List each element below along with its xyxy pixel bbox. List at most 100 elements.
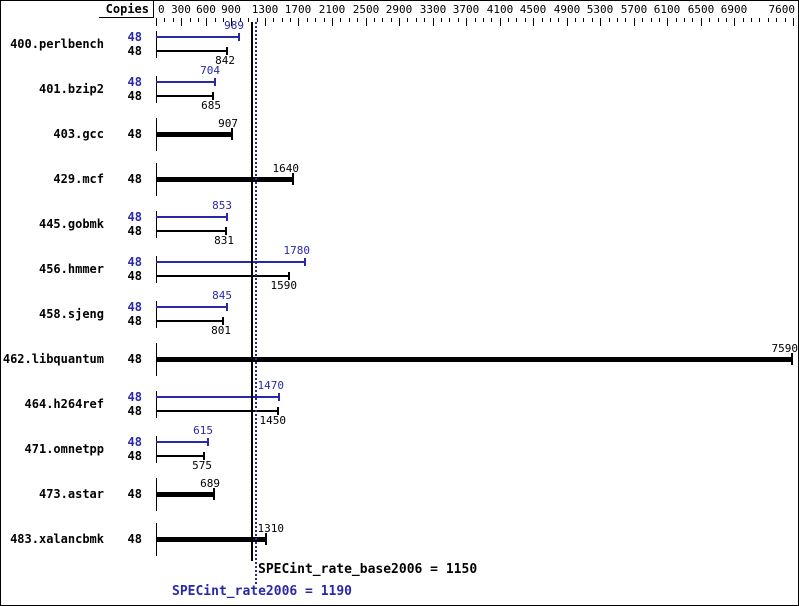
copies-value: 48 (127, 300, 142, 314)
base-value-label: 1640 (272, 162, 300, 175)
base-bar-end-cap (213, 488, 215, 500)
axis-tick (382, 18, 383, 22)
peak-reference-line (255, 22, 257, 584)
copies-value: 48 (127, 404, 142, 418)
axis-tick (231, 18, 232, 26)
axis-tick (718, 18, 719, 22)
axis-tick (575, 18, 576, 22)
base-bar-end-cap (231, 128, 233, 140)
bar-start-cap (156, 76, 157, 103)
axis-tick (441, 18, 442, 22)
base-value-label: 1590 (270, 279, 298, 292)
axis-tick (349, 18, 350, 22)
copies-header-underline (99, 17, 154, 18)
axis-tick (466, 18, 467, 26)
axis-tick (508, 18, 509, 22)
copies-value: 48 (127, 30, 142, 44)
axis-tick-label: 6100 (653, 3, 681, 16)
axis-tick (173, 18, 174, 22)
base-bar-end-cap (225, 227, 227, 235)
axis-tick-label: 6500 (687, 3, 715, 16)
base-bar (156, 50, 227, 52)
peak-value-label: 853 (212, 199, 232, 212)
base-bar-end-cap (265, 533, 267, 545)
axis-tick (642, 18, 643, 22)
axis-tick (701, 18, 702, 26)
axis-tick (785, 18, 786, 22)
axis-tick (458, 18, 459, 22)
axis-tick-label: 4100 (486, 3, 514, 16)
base-value-label: 801 (211, 324, 231, 337)
base-bar (156, 357, 792, 362)
benchmark-label: 483.xalancbmk (10, 532, 104, 546)
base-bar-end-cap (203, 452, 205, 460)
axis-tick-label: 4500 (519, 3, 547, 16)
benchmark-label: 473.astar (38, 487, 104, 501)
axis-tick (424, 18, 425, 22)
axis-tick (407, 18, 408, 22)
peak-bar (156, 306, 227, 308)
axis-tick (583, 18, 584, 22)
axis-tick (667, 18, 668, 26)
peak-bar (156, 81, 215, 83)
base-bar (156, 537, 266, 542)
axis-tick (676, 18, 677, 22)
peak-bar-end-cap (238, 33, 240, 41)
peak-bar (156, 261, 305, 263)
peak-value-label: 989 (224, 19, 244, 32)
axis-tick-label: 5700 (620, 3, 648, 16)
axis-tick-label: 600 (196, 3, 216, 16)
copies-column-header: Copies (105, 2, 149, 16)
axis-tick (634, 18, 635, 26)
peak-bar (156, 441, 208, 443)
axis-tick-label: 3300 (419, 3, 447, 16)
axis-tick (374, 18, 375, 22)
copies-value: 48 (127, 532, 142, 546)
axis-tick (307, 18, 308, 22)
copies-value: 48 (127, 210, 142, 224)
axis-tick (567, 18, 568, 26)
peak-value-label: 615 (193, 424, 213, 437)
axis-tick (257, 18, 258, 22)
base-bar-end-cap (212, 92, 214, 100)
axis-tick (475, 18, 476, 22)
base-bar (156, 492, 214, 497)
copies-value: 48 (127, 269, 142, 283)
peak-bar-end-cap (207, 438, 209, 446)
axis-tick-label: 6900 (720, 3, 748, 16)
axis-tick-label: 1700 (284, 3, 312, 16)
base-bar-end-cap (277, 407, 279, 415)
axis-tick-label: 7600 (768, 3, 796, 16)
bar-start-cap (156, 301, 157, 328)
axis-tick (709, 18, 710, 22)
axis-tick (550, 18, 551, 22)
base-bar (156, 95, 213, 97)
axis-tick (298, 18, 299, 26)
axis-tick-label: 2500 (352, 3, 380, 16)
axis-tick (625, 18, 626, 22)
axis-tick (734, 18, 735, 26)
peak-value-label: 704 (200, 64, 220, 77)
base-bar (156, 275, 289, 277)
axis-tick (206, 18, 207, 26)
base-value-label: 907 (218, 117, 238, 130)
copies-column-separator (153, 1, 154, 18)
peak-bar-end-cap (214, 78, 216, 86)
axis-tick (533, 18, 534, 26)
copies-value: 48 (127, 435, 142, 449)
bar-start-cap (156, 256, 157, 283)
axis-tick (223, 18, 224, 22)
peak-bar-end-cap (226, 303, 228, 311)
peak-bar (156, 396, 279, 398)
axis-tick (282, 18, 283, 22)
axis-tick-label: 1300 (251, 3, 279, 16)
axis-tick-label: 900 (221, 3, 241, 16)
base-bar (156, 230, 226, 232)
axis-tick (525, 18, 526, 22)
base-reference-line (251, 22, 253, 561)
axis-tick (332, 18, 333, 26)
axis-tick-label: 0 (158, 3, 165, 16)
axis-tick (357, 18, 358, 22)
axis-tick (315, 18, 316, 22)
axis-tick (416, 18, 417, 22)
